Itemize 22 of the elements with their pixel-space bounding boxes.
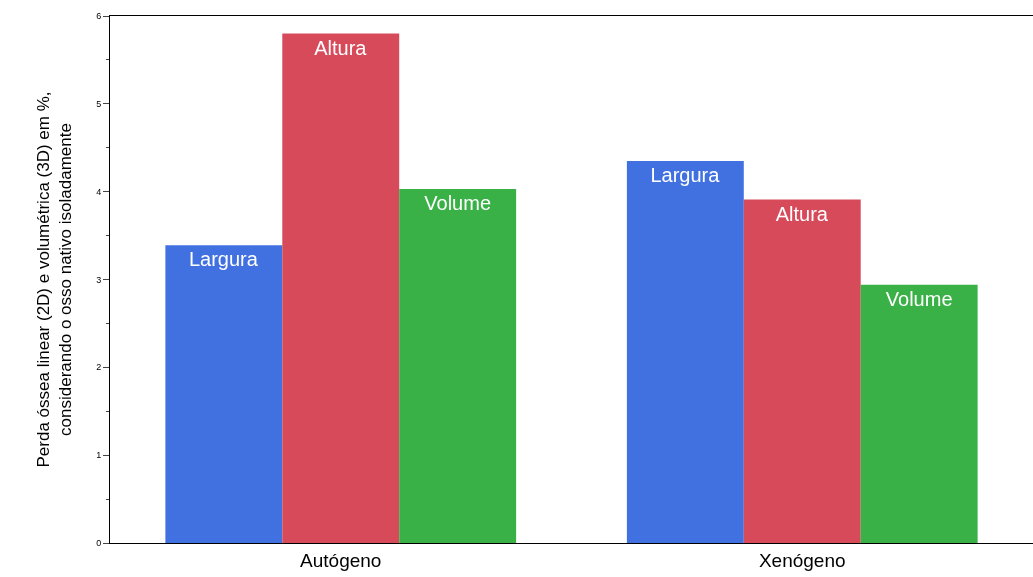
y-tick-label: 4	[96, 186, 102, 197]
y-axis-title: Perda óssea linear (2D) e volumétrica (3D) em %, considerando o osso nativo isoladamente	[33, 91, 75, 468]
y-tick-label: 0	[96, 538, 102, 549]
bar	[399, 189, 517, 543]
y-tick-label: 3	[96, 274, 102, 285]
bar	[282, 33, 400, 543]
series-label: Altura	[314, 36, 368, 59]
x-tick-label: Autógeno	[300, 549, 382, 571]
y-tick-label: 6	[96, 11, 102, 22]
bar	[626, 160, 744, 543]
text: Altura	[775, 202, 828, 225]
bar	[743, 199, 861, 543]
text: Largura	[650, 163, 720, 186]
x-tick-label: Xenógeno	[758, 549, 846, 571]
text: Volume	[885, 287, 953, 310]
bar	[860, 284, 978, 543]
series-label: Largura	[188, 248, 259, 271]
series-label: Volume	[424, 192, 492, 215]
y-tick-label: 2	[96, 362, 102, 373]
y-tick-label: 1	[96, 450, 102, 461]
y-tick-label: 5	[96, 98, 102, 109]
bar	[165, 245, 283, 543]
